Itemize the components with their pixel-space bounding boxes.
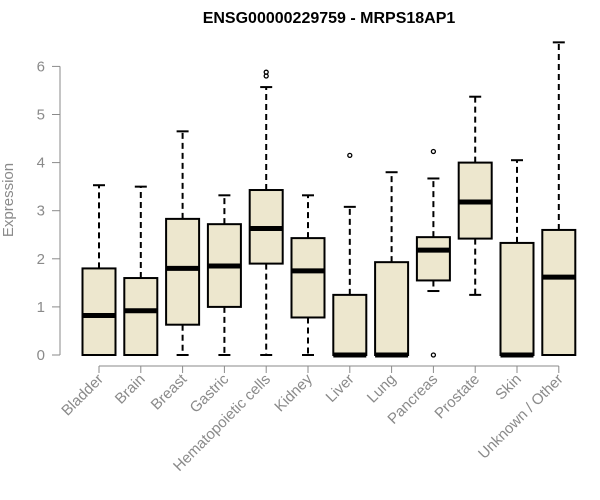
box: [332, 293, 368, 356]
box-group-pancreas: [415, 148, 451, 358]
y-axis-label: Expression: [0, 163, 17, 237]
y-tick-label: 1: [37, 299, 45, 316]
box-group-bladder: [81, 184, 117, 357]
x-tick-label: Liver: [323, 371, 358, 406]
box: [374, 261, 410, 356]
box-group-skin: [499, 159, 535, 358]
box-group-breast: [165, 130, 201, 356]
x-tick-label: Brain: [112, 371, 149, 408]
outlier-point: [263, 69, 269, 75]
box-group-lung: [374, 171, 410, 358]
box: [415, 236, 451, 282]
box-group-liver: [332, 152, 368, 358]
outlier-point: [430, 148, 437, 155]
y-tick-label: 3: [37, 203, 45, 220]
box: [81, 267, 117, 357]
box-group-kidney: [290, 194, 326, 356]
x-tick-label: Bladder: [58, 371, 107, 420]
box-group-hematopoietic-cells: [248, 69, 284, 356]
y-tick-label: 5: [37, 107, 45, 124]
box-group-unknown-other: [541, 41, 577, 356]
x-tick-label: Kidney: [271, 370, 316, 415]
box: [123, 277, 159, 357]
outlier-point: [430, 352, 437, 358]
x-tick-label: Breast: [148, 370, 191, 413]
box-group-gastric: [206, 194, 242, 356]
y-tick-label: 0: [37, 347, 45, 364]
box: [290, 237, 326, 319]
chart-title: ENSG00000229759 - MRPS18AP1: [203, 10, 456, 27]
y-tick-label: 4: [37, 155, 45, 172]
plot-area: [81, 41, 577, 358]
y-tick-label: 2: [37, 251, 45, 268]
x-tick-label: Lung: [364, 371, 400, 407]
x-tick-label: Prostate: [431, 371, 483, 423]
y-axis: 0 1 2 3 4 5 6: [37, 58, 61, 364]
x-tick-label: Skin: [492, 371, 525, 404]
box-group-prostate: [457, 95, 493, 296]
box-group-brain: [123, 185, 159, 357]
outlier-point: [347, 152, 353, 159]
box: [165, 217, 201, 326]
y-tick-label: 6: [37, 58, 45, 75]
box: [499, 241, 535, 356]
box: [541, 228, 577, 356]
